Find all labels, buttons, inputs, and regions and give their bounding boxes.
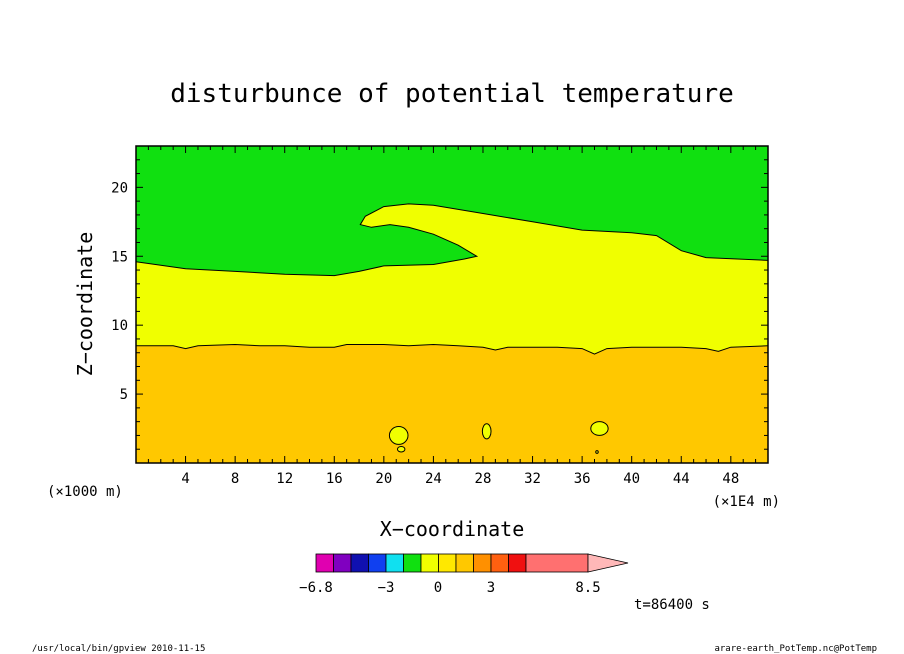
x-tick-label: 24 (425, 471, 442, 487)
contour-bubble (396, 445, 406, 453)
footer-left: /usr/local/bin/gpview 2010-11-15 (32, 644, 205, 654)
contour-bubble (590, 421, 609, 436)
colorbar-segment (315, 553, 334, 573)
x-tick-label: 20 (375, 471, 392, 487)
colorbar-segment (455, 553, 474, 573)
contour-line-lower (136, 343, 769, 355)
colorbar-label: 8.5 (575, 580, 600, 596)
contour-field (135, 146, 769, 463)
y-axis: 5 10 15 20 (111, 145, 768, 464)
y-axis-label: Z−coordinate (73, 232, 97, 377)
colorbar-label: 0 (434, 580, 442, 596)
x-tick-label: 8 (231, 471, 239, 487)
region-lower (136, 344, 768, 463)
x-tick-label: 48 (722, 471, 739, 487)
x-tick-label: 28 (475, 471, 492, 487)
colorbar-segment (350, 553, 369, 573)
colorbar-segment (525, 553, 589, 573)
colorbar-segment (508, 553, 527, 573)
colorbar-label: 3 (487, 580, 495, 596)
x-tick-label: 12 (276, 471, 293, 487)
contour-bubble (481, 423, 492, 440)
colorbar-segment (490, 553, 509, 573)
colorbar-segment (368, 553, 387, 573)
x-tick-label: 4 (181, 471, 189, 487)
x-unit-left: (×1000 m) (47, 484, 123, 500)
plot-frame (135, 145, 769, 464)
x-tick-label: 36 (574, 471, 591, 487)
colorbar-segment (420, 553, 439, 573)
x-tick-label: 32 (524, 471, 541, 487)
contour-bubble (388, 425, 409, 445)
x-unit-right: (×1E4 m) (713, 494, 780, 510)
colorbar-segment (385, 553, 404, 573)
colorbar-label: −3 (378, 580, 395, 596)
plot-border (135, 145, 769, 464)
contour-line-upper (135, 203, 769, 277)
y-tick-label: 10 (111, 318, 128, 334)
contour-bubble (595, 450, 599, 454)
colorbar-segment (333, 553, 352, 573)
x-tick-label: 40 (623, 471, 640, 487)
colorbar-segment (438, 553, 457, 573)
x-tick-label: 44 (673, 471, 690, 487)
colorbar-segment (473, 553, 492, 573)
time-label: t=86400 s (634, 597, 710, 613)
y-tick-label: 15 (111, 249, 128, 265)
y-tick-label: 20 (111, 180, 128, 196)
x-tick-label: 16 (326, 471, 343, 487)
footer-right: arare-earth_PotTemp.nc@PotTemp (714, 644, 877, 654)
colorbar-extension (587, 553, 629, 573)
chart-title: disturbunce of potential temperature (170, 79, 734, 109)
colorbar: −6.8 −3 0 3 8.5 (299, 553, 629, 596)
colorbar-segment (403, 553, 422, 573)
y-tick-label: 5 (120, 387, 128, 403)
x-axis-label: X−coordinate (380, 517, 525, 541)
x-axis: 4 8 12 16 20 24 28 32 36 40 44 48 (135, 146, 769, 487)
colorbar-label: −6.8 (299, 580, 333, 596)
